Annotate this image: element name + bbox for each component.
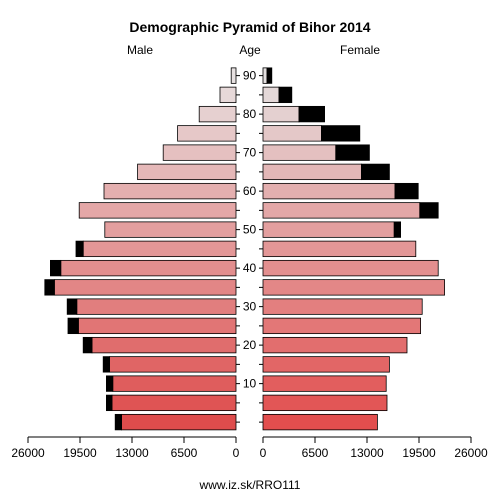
female-excess-bar-80-84	[298, 105, 326, 123]
male-bar-70-74	[162, 144, 237, 161]
male-excess-bar-45-49	[75, 240, 84, 258]
male-bar-25-29	[78, 317, 237, 335]
female-excess-bar-65-69	[360, 163, 390, 181]
female-bar-15-19	[262, 356, 390, 373]
female-bar-85-89	[262, 86, 280, 104]
female-bar-70-74	[262, 144, 337, 161]
male-bar-50-54	[104, 221, 237, 238]
female-excess-bar-70-74	[335, 144, 370, 161]
female-bar-35-39	[262, 279, 446, 296]
age-label: Age	[239, 43, 261, 57]
male-label: Male	[127, 43, 153, 57]
axes-layer: 26000 19500 13000 6500 0 0 6500 13000 19500 26000…	[11, 69, 488, 460]
female-bar-0-4	[262, 413, 378, 431]
age-tick-label: 10	[243, 377, 257, 391]
male-bar-10-14	[112, 375, 237, 392]
female-x-tick-label: 6500	[302, 446, 329, 460]
male-bar-65-69	[137, 163, 237, 181]
age-tick-label: 20	[243, 338, 257, 352]
female-excess-bar-55-59	[419, 202, 439, 219]
male-x-tick-label: 19500	[63, 446, 97, 460]
bars-layer	[44, 67, 446, 431]
male-excess-bar-5-9	[106, 394, 113, 412]
female-x-tick-label: 26000	[454, 446, 488, 460]
female-bar-75-79	[262, 125, 322, 142]
male-bar-20-24	[91, 336, 237, 354]
male-excess-bar-35-39	[44, 279, 55, 296]
male-excess-bar-30-34	[66, 298, 78, 315]
female-bar-30-34	[262, 298, 423, 315]
age-tick-label: 70	[243, 146, 257, 160]
chart-title: Demographic Pyramid of Bihor 2014	[129, 19, 370, 35]
male-excess-bar-20-24	[82, 336, 93, 354]
female-bar-90plus	[262, 67, 268, 84]
male-excess-bar-40-44	[50, 259, 62, 277]
female-bar-25-29	[262, 317, 422, 335]
male-bar-15-19	[109, 356, 237, 373]
male-bar-45-49	[82, 240, 237, 258]
age-tick-label: 40	[243, 261, 257, 275]
male-excess-bar-25-29	[67, 317, 79, 335]
age-tick-label: 90	[243, 69, 257, 83]
male-x-tick-label: 6500	[171, 446, 198, 460]
female-bar-10-14	[262, 375, 387, 392]
male-bar-80-84	[198, 105, 237, 123]
female-excess-bar-90plus	[266, 67, 273, 84]
male-x-tick-label: 13000	[115, 446, 149, 460]
female-x-tick-label: 0	[260, 446, 267, 460]
male-excess-bar-10-14	[106, 375, 114, 392]
male-x-tick-label: 0	[233, 446, 240, 460]
male-bar-0-4	[121, 413, 237, 431]
female-x-tick-label: 13000	[350, 446, 384, 460]
female-bar-55-59	[262, 202, 421, 219]
male-bar-85-89	[219, 86, 237, 104]
male-bar-60-64	[103, 182, 237, 200]
male-bar-75-79	[177, 125, 237, 142]
female-bar-40-44	[262, 259, 439, 277]
female-bar-80-84	[262, 105, 300, 123]
male-bar-35-39	[54, 279, 237, 296]
female-label: Female	[340, 43, 380, 57]
female-bar-60-64	[262, 182, 396, 200]
male-bar-40-44	[60, 259, 237, 277]
male-excess-bar-0-4	[114, 413, 122, 431]
male-x-tick-label: 26000	[11, 446, 45, 460]
female-bar-65-69	[262, 163, 362, 181]
female-bar-50-54	[262, 221, 395, 238]
female-bar-20-24	[262, 336, 408, 354]
female-excess-bar-75-79	[320, 125, 361, 142]
male-excess-bar-15-19	[102, 356, 110, 373]
male-bar-90plus	[230, 67, 237, 84]
age-tick-label: 50	[243, 223, 257, 237]
age-tick-label: 60	[243, 184, 257, 198]
female-excess-bar-50-54	[393, 221, 402, 238]
male-bar-5-9	[111, 394, 237, 412]
female-x-tick-label: 19500	[402, 446, 436, 460]
female-excess-bar-85-89	[278, 86, 293, 104]
male-bar-55-59	[78, 202, 237, 219]
female-bar-45-49	[262, 240, 417, 258]
female-bar-5-9	[262, 394, 388, 412]
female-excess-bar-60-64	[394, 182, 419, 200]
male-bar-30-34	[76, 298, 237, 315]
age-tick-label: 30	[243, 300, 257, 314]
age-tick-label: 80	[243, 107, 257, 121]
footer-url: www.iz.sk/RRO111	[199, 478, 301, 492]
